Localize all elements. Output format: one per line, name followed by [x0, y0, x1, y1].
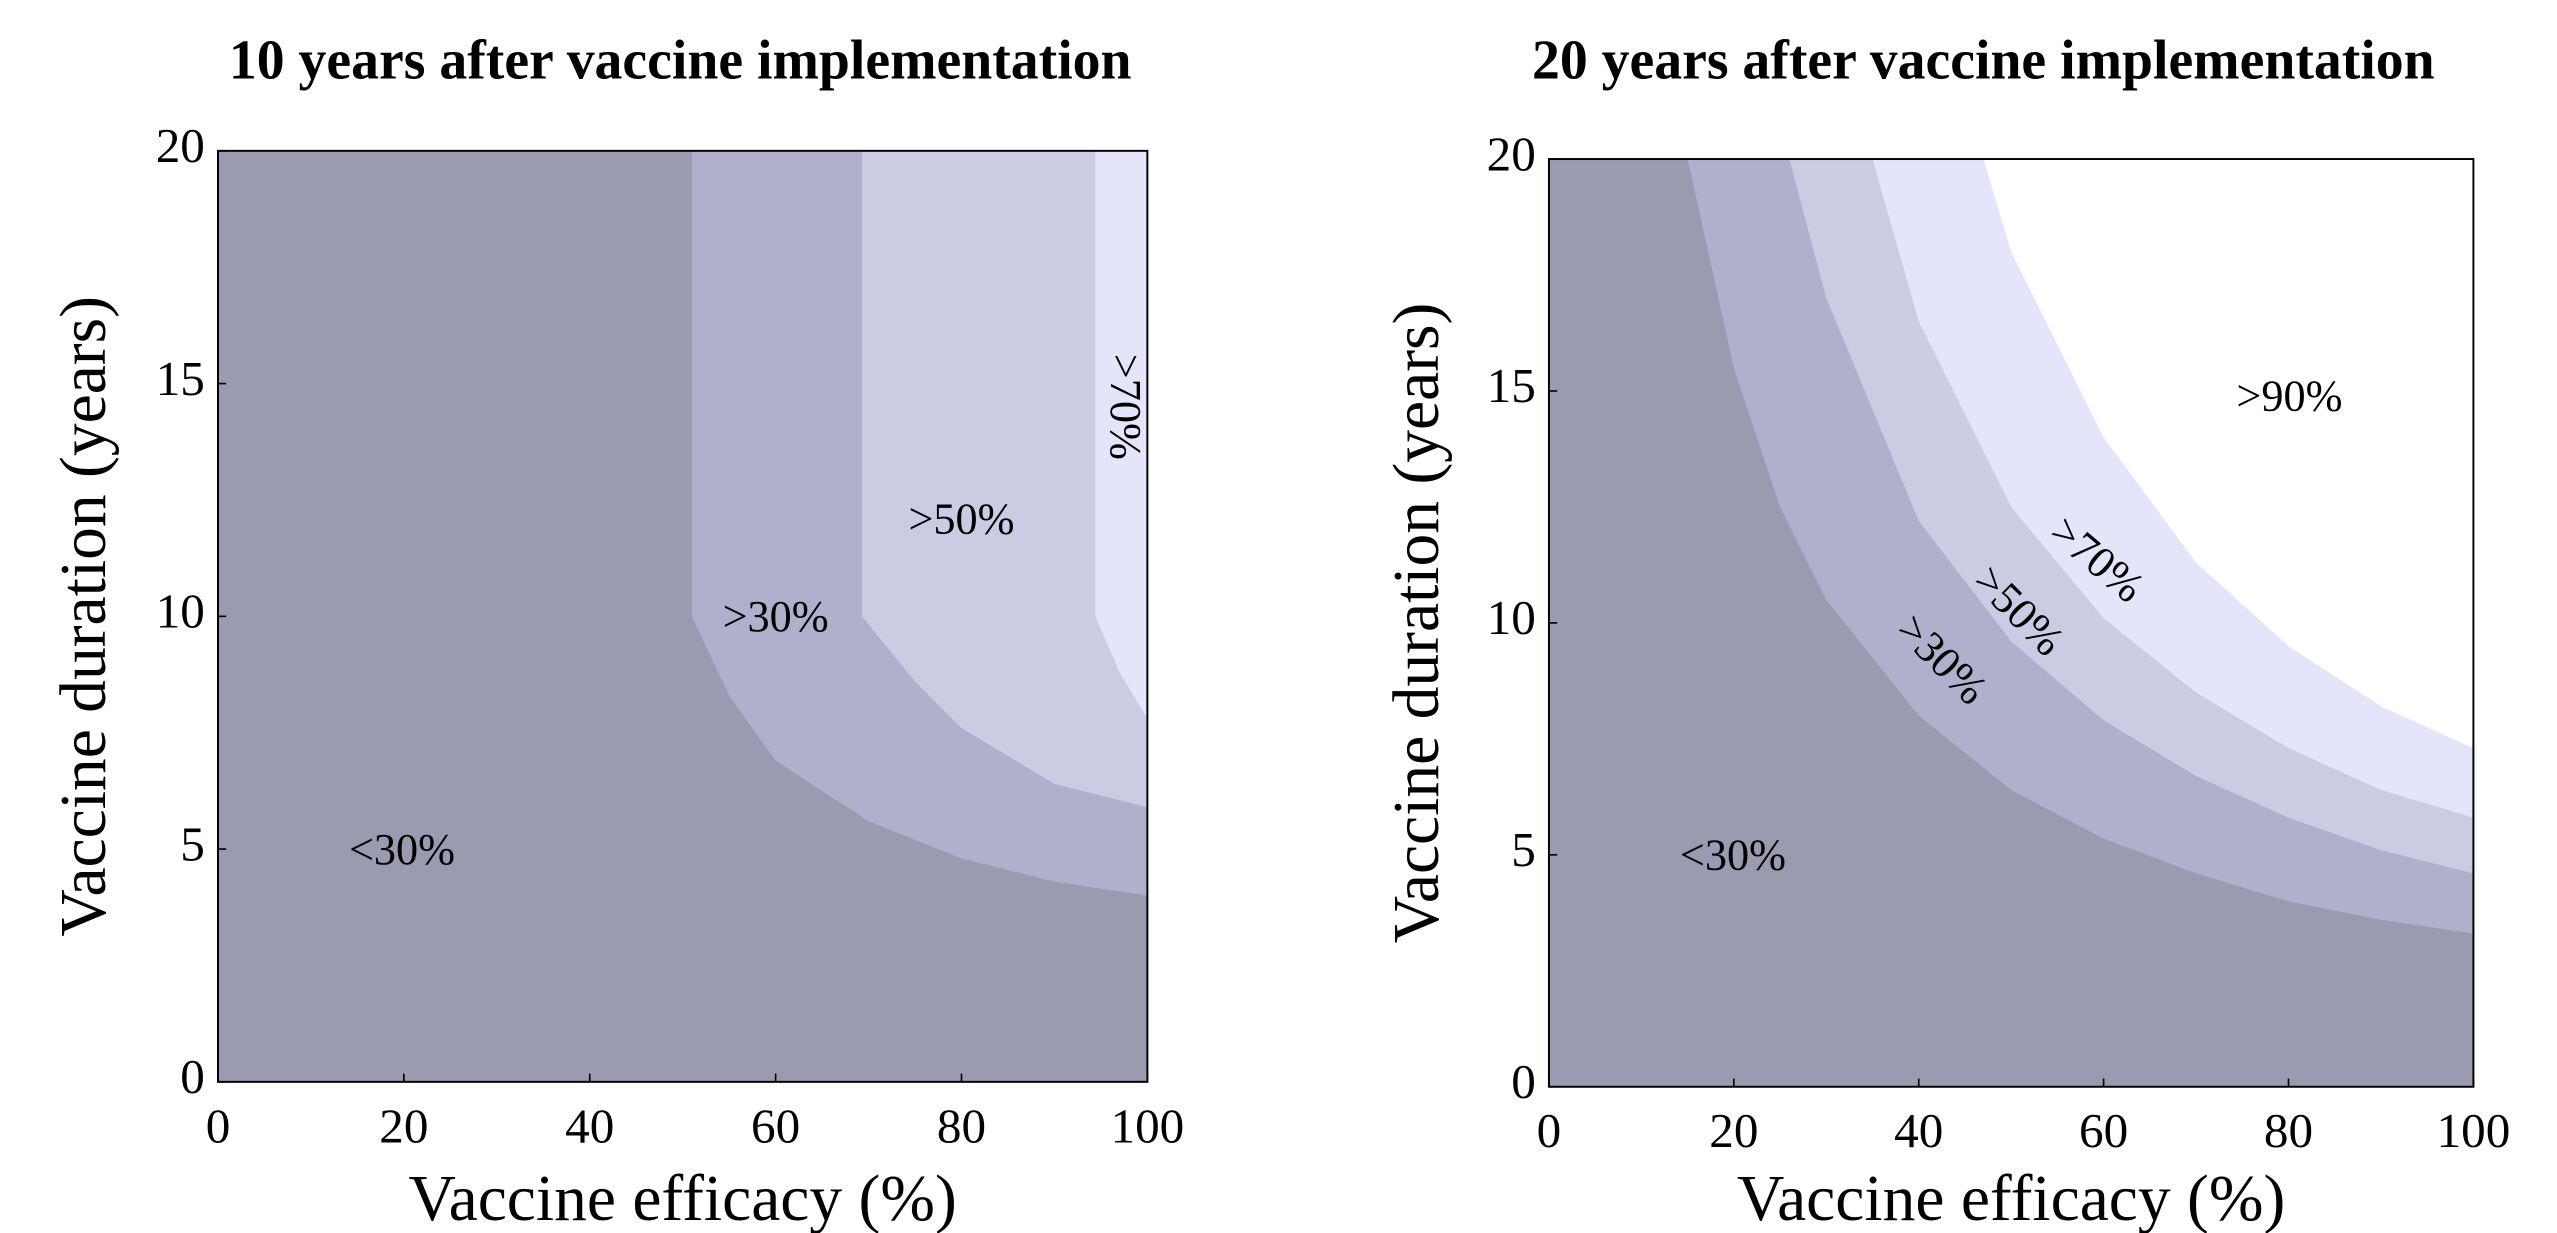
- x-tick-label: 80: [937, 1098, 986, 1153]
- region-label: <30%: [349, 825, 455, 874]
- x-axis-label: Vaccine efficacy (%): [409, 1163, 957, 1233]
- y-tick-label: 5: [1511, 822, 1536, 877]
- x-tick-label: 40: [1894, 1103, 1943, 1158]
- x-tick-label: 80: [2264, 1103, 2313, 1158]
- y-tick-label: 15: [156, 351, 205, 406]
- y-axis-label: Vaccine duration (years): [48, 296, 120, 937]
- chart-title: 10 years after vaccine implementation: [229, 29, 1132, 91]
- y-tick-label: 15: [1487, 358, 1536, 413]
- y-tick-label: 10: [1487, 590, 1536, 645]
- y-tick-label: 20: [156, 118, 205, 173]
- y-tick-label: 5: [180, 816, 205, 871]
- y-axis-label: Vaccine duration (years): [1381, 303, 1453, 944]
- x-tick-label: 60: [2079, 1103, 2128, 1158]
- y-tick-label: 10: [156, 584, 205, 639]
- x-tick-label: 60: [751, 1098, 800, 1153]
- region-label: <30%: [1680, 831, 1786, 880]
- x-axis-label: Vaccine efficacy (%): [1737, 1163, 2285, 1233]
- region-label: >30%: [723, 592, 829, 641]
- y-tick-label: 0: [180, 1049, 205, 1104]
- x-tick-label: 0: [206, 1098, 231, 1153]
- x-tick-label: 20: [379, 1098, 428, 1153]
- contour-region: [862, 150, 1148, 808]
- region-label: >50%: [908, 494, 1014, 543]
- x-tick-label: 20: [1709, 1103, 1758, 1158]
- x-tick-label: 100: [1111, 1098, 1185, 1153]
- y-tick-label: 20: [1487, 126, 1536, 181]
- chart-title: 20 years after vaccine implementation: [1532, 29, 2435, 91]
- region-label: >90%: [2236, 371, 2342, 420]
- x-tick-label: 100: [2437, 1103, 2511, 1158]
- contour-region: [1095, 150, 1148, 719]
- region-label: >70%: [1101, 354, 1150, 460]
- y-tick-label: 0: [1511, 1054, 1536, 1109]
- contour-region: [1983, 159, 2474, 749]
- x-tick-label: 40: [565, 1098, 614, 1153]
- x-tick-label: 0: [1537, 1103, 1562, 1158]
